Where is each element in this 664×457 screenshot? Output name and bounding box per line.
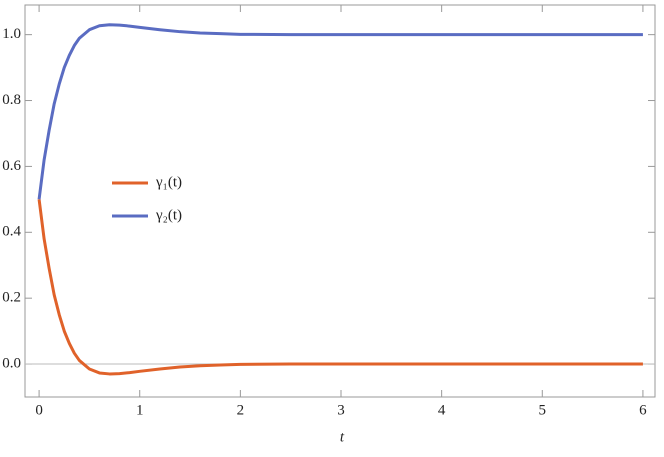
legend-label: γ₁(t) (155, 174, 182, 190)
y-tick-label: 0.0 (2, 355, 21, 371)
y-tick-label: 1.0 (2, 26, 21, 42)
x-tick-label: 0 (35, 402, 43, 418)
x-tick-label: 6 (639, 402, 647, 418)
series-line (37, 23, 643, 200)
y-tick-label: 0.4 (2, 224, 21, 240)
x-tick-label: 3 (337, 402, 345, 418)
x-tick-label: 2 (237, 402, 245, 418)
x-tick-label: 5 (539, 402, 547, 418)
legend-label: γ₂(t) (155, 207, 182, 223)
y-tick-label: 0.6 (2, 158, 21, 174)
x-axis-label: t (340, 429, 345, 445)
y-tick-label: 0.2 (2, 290, 21, 306)
y-tick-label: 0.8 (2, 92, 21, 108)
plot-frame (24, 4, 656, 398)
x-tick-label: 1 (136, 402, 144, 418)
x-tick-label: 4 (438, 402, 446, 418)
series-line (37, 199, 643, 376)
